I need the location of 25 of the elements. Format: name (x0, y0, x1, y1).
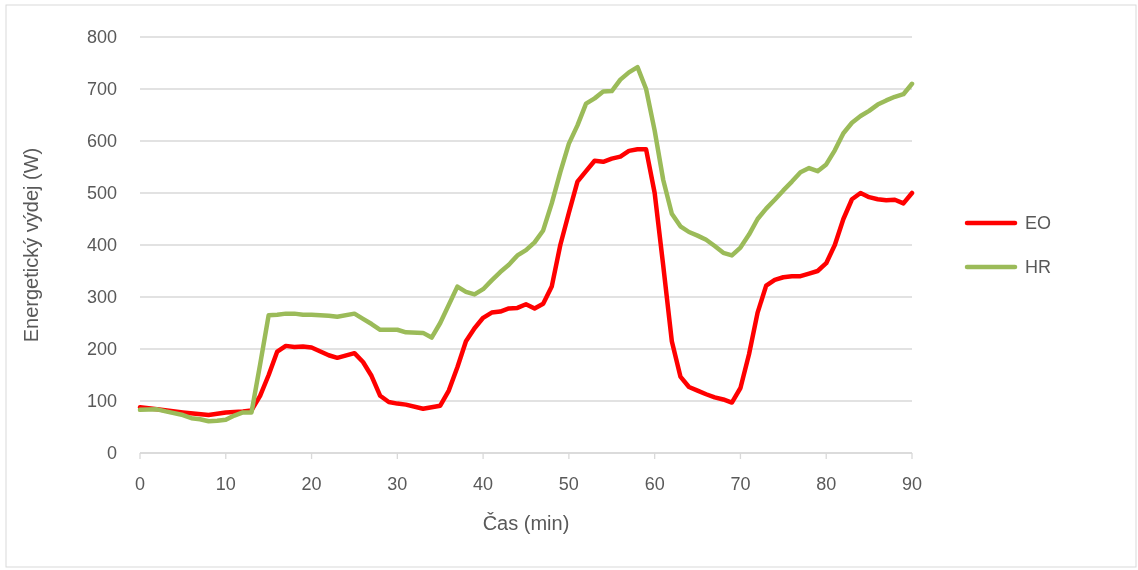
y-tick-label: 100 (86, 391, 117, 411)
x-tick-label: 80 (816, 474, 837, 494)
y-tick-label: 600 (86, 131, 117, 151)
y-tick-label: 200 (86, 339, 117, 359)
legend-label: EO (1025, 213, 1052, 233)
x-tick-label: 90 (901, 474, 923, 494)
x-axis-title: Čas (min) (482, 512, 570, 534)
legend-label: HR (1025, 257, 1051, 277)
y-tick-label: 0 (106, 443, 117, 463)
x-tick-label: 30 (387, 474, 408, 494)
x-tick-label: 20 (301, 474, 322, 494)
line-series (137, 64, 915, 424)
x-tick-label: 10 (215, 474, 236, 494)
y-tick-label: 300 (86, 287, 117, 307)
y-tick-label: 700 (86, 79, 117, 99)
x-tick-label: 70 (730, 474, 751, 494)
x-tick-label: 60 (644, 474, 665, 494)
y-tick-label: 400 (86, 235, 117, 255)
y-tick-label: 800 (86, 27, 117, 47)
x-tick-label: 50 (558, 474, 579, 494)
x-tick-label: 0 (134, 474, 146, 494)
y-axis-title: Energetický výdej (W) (20, 147, 42, 343)
x-tick-label: 40 (473, 474, 494, 494)
line-series (137, 147, 915, 418)
y-tick-label: 500 (86, 183, 117, 203)
